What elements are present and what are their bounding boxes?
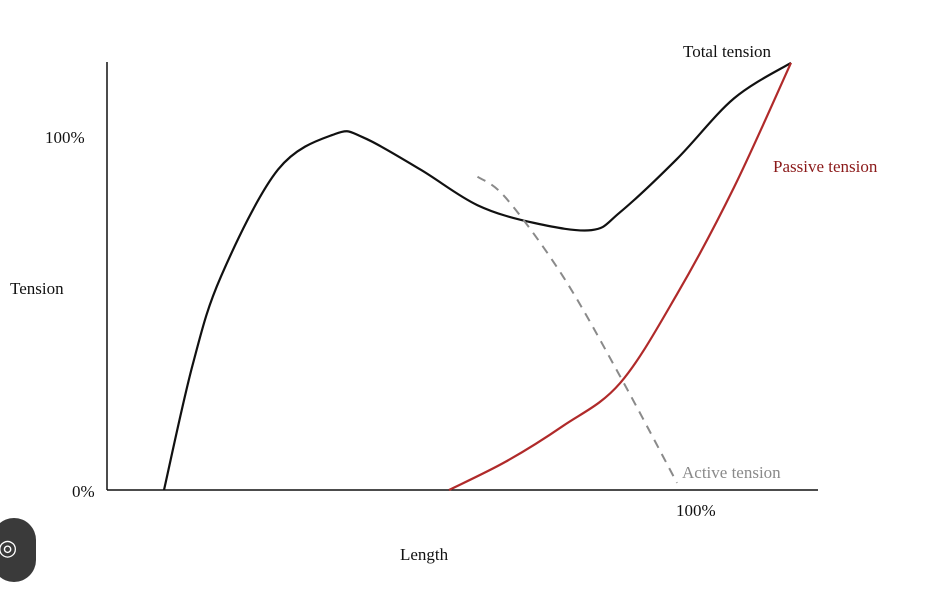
series-label-passive: Passive tension <box>773 157 878 176</box>
series-label-active: Active tension <box>682 463 781 482</box>
series-line-active <box>476 175 678 484</box>
axes <box>106 62 818 491</box>
visual-search-badge[interactable]: ◎ <box>0 518 36 582</box>
lens-icon: ◎ <box>0 536 18 561</box>
series-line-total <box>162 61 792 491</box>
x-axis-label: Length <box>400 545 449 564</box>
series-line-passive <box>448 62 793 491</box>
series-layer <box>162 61 793 491</box>
y-tick-0: 0% <box>72 482 95 501</box>
y-tick-100: 100% <box>45 128 85 147</box>
y-axis-label: Tension <box>10 279 64 298</box>
series-label-total: Total tension <box>683 42 772 61</box>
x-tick-100: 100% <box>676 501 716 520</box>
